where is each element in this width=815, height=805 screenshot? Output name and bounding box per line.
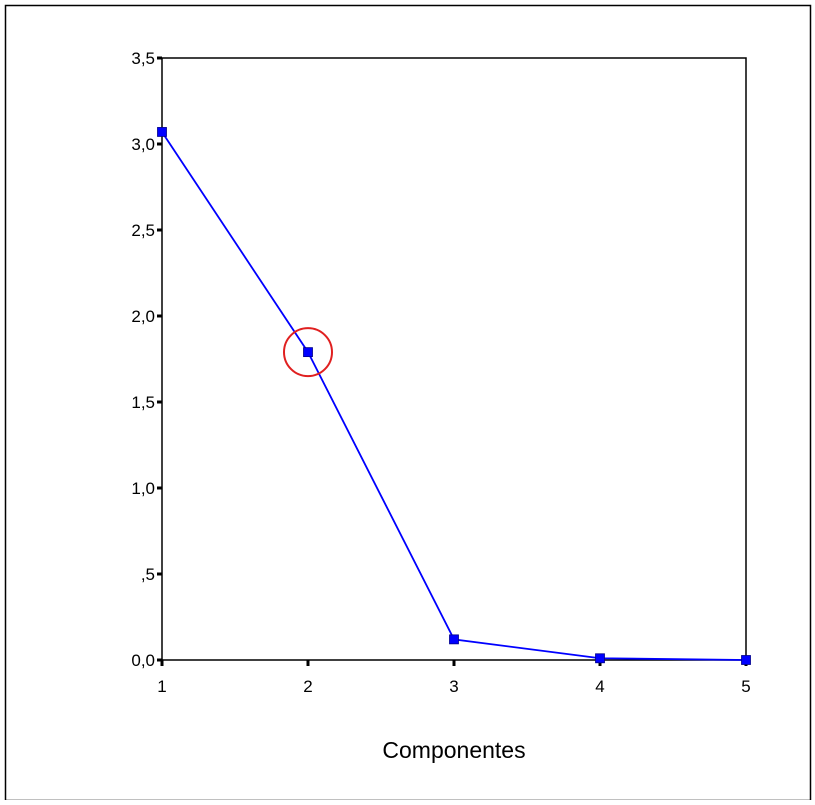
y-tick-label: 3,0	[131, 135, 155, 154]
y-tick-label: 0,0	[131, 651, 155, 670]
x-tick-label: 4	[595, 677, 604, 696]
x-tick-label: 5	[741, 677, 750, 696]
plot-area	[161, 57, 747, 661]
y-tick-label: 2,0	[131, 307, 155, 326]
series-line	[161, 131, 747, 661]
data-point-marker	[157, 127, 167, 137]
data-point-marker	[303, 347, 313, 358]
highlight-annotation	[283, 327, 333, 378]
outer-frame	[4, 4, 812, 802]
highlight-circle	[283, 327, 333, 378]
y-tick-label: 3,5	[131, 49, 155, 68]
x-axis-label: Componentes	[382, 737, 525, 763]
data-point-marker	[595, 653, 605, 664]
x-tick-label: 1	[157, 677, 166, 696]
x-tick-label: 3	[449, 677, 458, 696]
y-tick-label: 2,5	[131, 221, 155, 240]
data-point-marker	[449, 634, 459, 645]
y-tick-label: 1,0	[131, 479, 155, 498]
x-axis: 1 2 3 4 5	[157, 660, 751, 696]
y-axis: 0,0 ,5 1,0 1,5 2,0 2,5 3,0 3,5	[131, 49, 162, 670]
y-tick-label: 1,5	[131, 393, 155, 412]
y-tick-label: ,5	[141, 565, 155, 584]
data-series	[157, 127, 751, 665]
x-tick-label: 2	[303, 677, 312, 696]
data-point-marker	[741, 655, 751, 665]
